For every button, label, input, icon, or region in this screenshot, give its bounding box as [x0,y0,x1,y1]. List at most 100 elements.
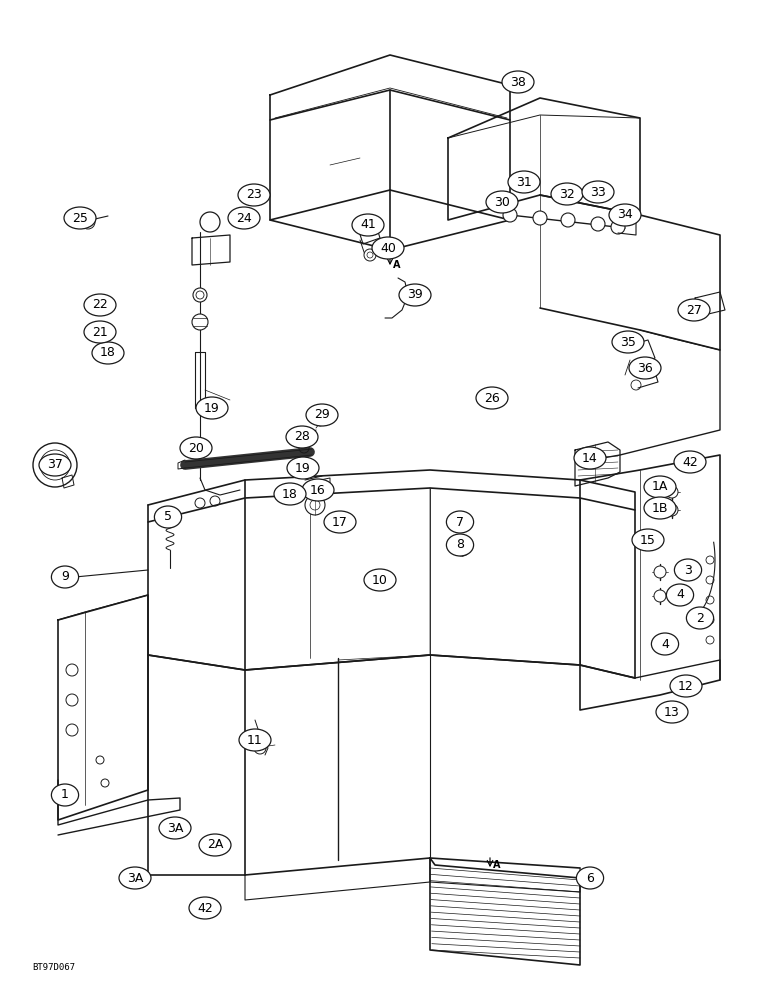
Circle shape [254,742,266,754]
Circle shape [193,288,207,302]
Ellipse shape [306,404,338,426]
Text: 16: 16 [310,484,326,496]
Text: 12: 12 [678,680,694,692]
Ellipse shape [52,784,79,806]
Ellipse shape [678,299,710,321]
Text: 27: 27 [686,304,702,316]
Text: 3A: 3A [167,822,183,834]
Ellipse shape [574,447,606,469]
Ellipse shape [632,529,664,551]
Text: 7: 7 [456,516,464,528]
Text: 18: 18 [100,347,116,360]
Ellipse shape [196,397,228,419]
Ellipse shape [644,476,676,498]
Ellipse shape [84,321,116,343]
Text: 29: 29 [314,408,330,422]
Ellipse shape [238,184,270,206]
Circle shape [591,217,605,231]
Ellipse shape [446,534,473,556]
Text: 4: 4 [676,588,684,601]
Circle shape [200,212,220,232]
Ellipse shape [52,566,79,588]
Ellipse shape [577,867,604,889]
Ellipse shape [502,71,534,93]
Ellipse shape [670,675,702,697]
Circle shape [305,495,325,515]
Text: 24: 24 [236,212,252,225]
Ellipse shape [239,729,271,751]
Ellipse shape [189,897,221,919]
Ellipse shape [287,457,319,479]
Text: A: A [493,860,500,870]
Text: 26: 26 [484,391,500,404]
Ellipse shape [476,387,508,409]
Ellipse shape [674,451,706,473]
Ellipse shape [39,454,71,476]
Text: 19: 19 [295,462,311,475]
Ellipse shape [154,506,181,528]
Ellipse shape [364,569,396,591]
Ellipse shape [324,511,356,533]
Text: 34: 34 [617,209,633,222]
Text: 10: 10 [372,574,388,586]
Ellipse shape [446,511,473,533]
Circle shape [47,457,63,473]
Ellipse shape [686,607,713,629]
Ellipse shape [551,183,583,205]
Text: 28: 28 [294,430,310,444]
Circle shape [533,211,547,225]
Text: 5: 5 [164,510,172,524]
Ellipse shape [84,294,116,316]
Ellipse shape [652,633,679,655]
Ellipse shape [399,284,431,306]
Ellipse shape [629,357,661,379]
Circle shape [81,215,95,229]
Text: 19: 19 [204,401,220,414]
Ellipse shape [582,181,614,203]
Text: 18: 18 [282,488,298,500]
Text: 20: 20 [188,442,204,454]
Circle shape [192,314,208,330]
Text: 13: 13 [664,706,680,718]
Ellipse shape [64,207,96,229]
Text: 3: 3 [684,564,692,576]
Text: 37: 37 [47,458,63,472]
Circle shape [666,504,678,516]
Text: 21: 21 [92,326,108,338]
Text: 9: 9 [61,570,69,584]
Ellipse shape [352,214,384,236]
Circle shape [666,486,678,498]
Text: 42: 42 [197,902,213,914]
Text: 31: 31 [516,176,532,188]
Circle shape [364,249,376,261]
Text: 3A: 3A [127,871,143,884]
Text: A: A [393,260,401,270]
Text: 14: 14 [582,452,598,464]
Ellipse shape [199,834,231,856]
Text: 17: 17 [332,516,348,528]
Ellipse shape [180,437,212,459]
Text: 36: 36 [637,361,653,374]
Text: 30: 30 [494,196,510,209]
Ellipse shape [666,584,693,606]
Text: 2: 2 [696,611,704,624]
Ellipse shape [274,483,306,505]
Ellipse shape [675,559,702,581]
Ellipse shape [612,331,644,353]
Text: 32: 32 [559,188,575,200]
Ellipse shape [644,497,676,519]
Ellipse shape [92,342,124,364]
Ellipse shape [302,479,334,501]
Text: 8: 8 [456,538,464,552]
Ellipse shape [159,817,191,839]
Ellipse shape [372,237,404,259]
Circle shape [452,514,468,530]
Text: 1A: 1A [652,481,669,493]
Text: 35: 35 [620,336,636,349]
Circle shape [611,220,625,234]
Text: 25: 25 [72,212,88,225]
Text: 15: 15 [640,534,656,546]
Circle shape [639,536,651,548]
Ellipse shape [609,204,641,226]
Text: 39: 39 [407,288,423,302]
